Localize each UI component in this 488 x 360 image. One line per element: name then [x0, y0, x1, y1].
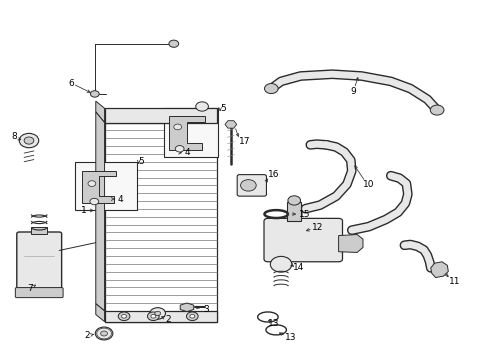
- Circle shape: [147, 312, 159, 320]
- Bar: [287, 202, 301, 221]
- Bar: [75, 162, 137, 211]
- Bar: [31, 227, 47, 234]
- Text: 3: 3: [203, 305, 208, 314]
- Circle shape: [150, 308, 165, 319]
- Circle shape: [95, 327, 113, 340]
- Circle shape: [155, 311, 160, 316]
- Circle shape: [175, 145, 183, 152]
- Text: 4: 4: [184, 148, 190, 157]
- Circle shape: [151, 315, 156, 318]
- Polygon shape: [168, 116, 205, 150]
- Polygon shape: [96, 112, 104, 311]
- FancyBboxPatch shape: [237, 175, 266, 196]
- Polygon shape: [104, 108, 216, 123]
- Text: 5: 5: [220, 104, 225, 113]
- Text: 1: 1: [81, 206, 87, 215]
- FancyBboxPatch shape: [17, 232, 61, 291]
- Circle shape: [287, 196, 300, 205]
- Circle shape: [19, 134, 39, 148]
- Text: 15: 15: [299, 210, 310, 219]
- Circle shape: [88, 181, 96, 186]
- Polygon shape: [82, 171, 116, 203]
- Circle shape: [189, 315, 194, 318]
- Text: 12: 12: [311, 223, 323, 232]
- Text: 7: 7: [27, 284, 33, 293]
- Circle shape: [195, 102, 208, 111]
- Polygon shape: [96, 101, 104, 123]
- Polygon shape: [104, 311, 216, 321]
- Text: 16: 16: [267, 170, 279, 179]
- Circle shape: [270, 256, 291, 272]
- Text: 17: 17: [238, 137, 250, 146]
- Circle shape: [101, 331, 107, 336]
- Circle shape: [118, 312, 130, 320]
- Circle shape: [90, 91, 99, 97]
- Bar: [104, 123, 216, 321]
- Polygon shape: [224, 121, 236, 128]
- Circle shape: [264, 84, 278, 94]
- Circle shape: [173, 124, 181, 130]
- Bar: [163, 108, 217, 157]
- Polygon shape: [430, 262, 447, 278]
- FancyBboxPatch shape: [15, 288, 63, 298]
- Text: 8: 8: [11, 132, 17, 141]
- Text: 9: 9: [350, 86, 356, 95]
- Circle shape: [429, 105, 443, 115]
- Text: 11: 11: [448, 276, 460, 285]
- Polygon shape: [338, 234, 362, 252]
- Polygon shape: [180, 303, 193, 312]
- Text: 10: 10: [362, 180, 373, 189]
- Circle shape: [24, 137, 34, 144]
- Circle shape: [240, 180, 256, 191]
- Text: 13: 13: [267, 319, 279, 328]
- Text: 2: 2: [84, 332, 90, 341]
- Text: 2: 2: [165, 315, 171, 324]
- Circle shape: [186, 312, 198, 320]
- Text: 4: 4: [118, 194, 123, 203]
- Circle shape: [90, 198, 99, 205]
- FancyBboxPatch shape: [264, 219, 342, 262]
- Circle shape: [122, 315, 126, 318]
- Text: 14: 14: [293, 264, 304, 273]
- Polygon shape: [96, 304, 104, 321]
- Circle shape: [168, 40, 178, 47]
- Text: 13: 13: [284, 333, 295, 342]
- Text: 5: 5: [139, 157, 144, 166]
- Text: 6: 6: [68, 79, 74, 88]
